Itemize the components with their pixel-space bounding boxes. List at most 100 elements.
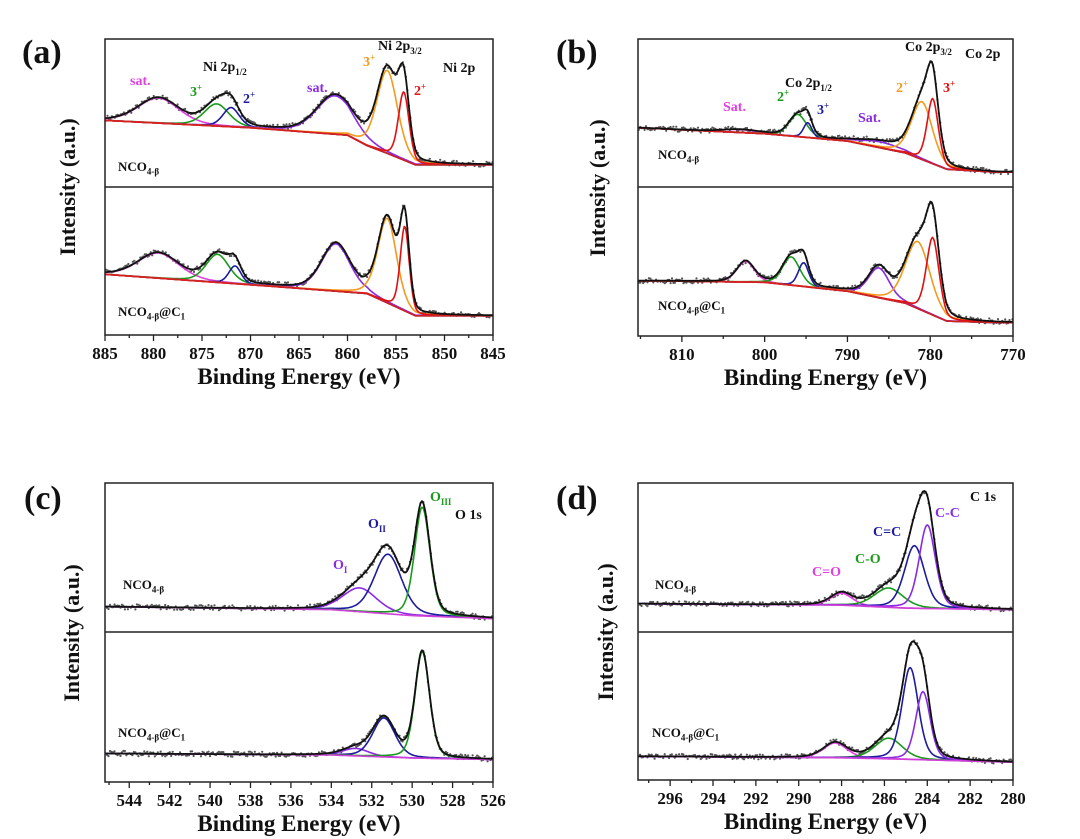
component-sat-curve — [105, 94, 493, 166]
component-OIII-curve — [104, 506, 494, 619]
x-tick-label: 528 — [439, 791, 466, 810]
x-tick-label: 294 — [700, 789, 726, 808]
peak-annotation: 2+ — [777, 88, 789, 105]
label-text: 2 — [243, 92, 250, 107]
supscript: + — [250, 89, 256, 100]
label-text: 3 — [190, 85, 197, 100]
label-text: 3 — [363, 55, 370, 70]
data-point — [207, 750, 210, 753]
data-point — [763, 274, 766, 277]
supscript: + — [824, 100, 830, 111]
data-point — [130, 111, 133, 114]
data-point — [737, 604, 740, 608]
x-tick-label: 865 — [286, 344, 312, 363]
x-tick-label: 526 — [480, 791, 506, 810]
data-point — [773, 128, 776, 131]
data-point — [682, 753, 685, 756]
data-point — [731, 601, 734, 604]
peak-annotation: 2+ — [243, 90, 255, 107]
data-point — [434, 310, 437, 313]
peak-annotation: 2+ — [896, 79, 908, 96]
peak-annotation: Ni 2p3/2 — [378, 40, 422, 56]
y-axis-label: Intensity (a.u.) — [585, 118, 610, 257]
label-text: 2 — [777, 90, 784, 105]
data-point — [665, 129, 668, 132]
data-point — [252, 121, 255, 124]
data-point — [957, 314, 961, 317]
subplot-pristine — [104, 61, 494, 168]
data-point — [164, 251, 167, 254]
x-tick-label: 860 — [334, 344, 361, 363]
data-point — [474, 613, 477, 616]
subscript: 3/2 — [940, 46, 952, 57]
label-text: C 1s — [970, 490, 997, 505]
data-point — [456, 610, 459, 613]
supscript: + — [197, 82, 203, 93]
x-tick-label: 540 — [197, 791, 223, 810]
data-point — [192, 754, 195, 758]
label-text: sat. — [130, 74, 151, 89]
data-point — [646, 281, 649, 284]
data-point — [253, 750, 256, 753]
sample-label: NCO4-β — [118, 160, 159, 176]
data-point — [854, 284, 857, 287]
data-point — [237, 750, 240, 754]
data-point — [670, 753, 674, 756]
label-text: @C — [159, 725, 181, 740]
data-point — [656, 600, 659, 604]
data-point — [1009, 758, 1012, 761]
data-point — [862, 594, 865, 598]
label-text: NCO — [118, 725, 147, 740]
data-point — [159, 608, 162, 611]
x-tick-label: 530 — [399, 791, 425, 810]
data-point — [171, 750, 174, 753]
label-text: sat. — [307, 81, 328, 96]
data-point — [252, 754, 255, 758]
data-point — [851, 285, 854, 288]
label-text: NCO — [118, 304, 147, 319]
data-point — [1005, 168, 1008, 171]
data-point — [308, 603, 312, 606]
data-point — [113, 603, 116, 606]
panel-letter: (b) — [556, 34, 598, 71]
subplot-pristine — [638, 490, 1014, 613]
data-point — [678, 600, 681, 603]
data-point — [278, 281, 281, 284]
label-text: NCO — [123, 577, 152, 592]
data-point — [260, 280, 263, 283]
data-point — [747, 600, 750, 604]
x-tick-label: 538 — [237, 791, 264, 810]
x-tick-label: 790 — [834, 345, 861, 364]
data-point — [643, 128, 646, 131]
subscript: 4-β — [151, 584, 165, 595]
data-point — [401, 740, 404, 743]
data-point — [276, 751, 279, 754]
data-point — [246, 605, 249, 608]
data-point — [970, 604, 974, 607]
label-text: Co 2p — [905, 40, 941, 55]
peak-annotation-OIII: OIII — [430, 490, 452, 507]
data-point — [838, 134, 841, 137]
peak-annotation: 3+ — [363, 53, 375, 70]
data-point — [274, 755, 277, 758]
data-point — [107, 607, 110, 611]
data-point — [170, 754, 173, 758]
x-tick-label: 770 — [1000, 345, 1026, 364]
subplot-carbon-coated — [638, 639, 1014, 765]
data-point — [472, 160, 475, 163]
data-point — [1002, 758, 1005, 761]
peak-annotation: Ni 2p — [443, 62, 475, 76]
data-point — [685, 600, 688, 604]
data-point — [669, 282, 672, 285]
data-point — [844, 135, 847, 138]
data-point — [695, 604, 698, 607]
label-text: @C — [699, 298, 721, 313]
data-point — [686, 757, 689, 761]
data-point — [895, 276, 899, 279]
envelope-fit-curve — [104, 62, 493, 165]
data-point — [148, 96, 151, 99]
data-point — [829, 739, 832, 742]
label-text: 3 — [817, 103, 824, 118]
label-text: Sat. — [858, 111, 881, 126]
label-text: Co 2p — [785, 76, 821, 91]
